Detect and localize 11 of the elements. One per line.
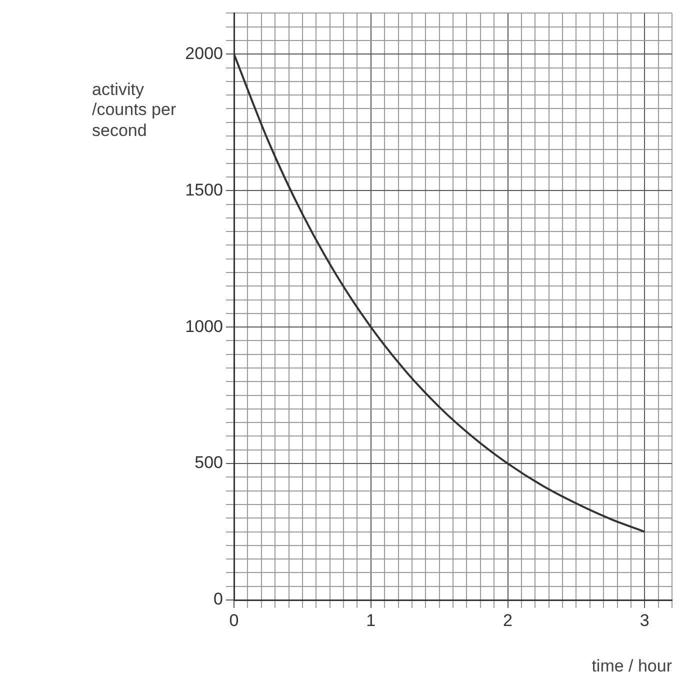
x-tick-label: 0	[229, 610, 239, 630]
x-tick-label: 1	[366, 610, 376, 630]
x-tick-label: 3	[640, 610, 650, 630]
y-tick-label: 2000	[185, 44, 223, 63]
y-tick-label: 500	[194, 453, 223, 472]
y-tick-label: 1500	[185, 180, 223, 200]
y-axis-title: activity /counts per second	[92, 80, 176, 142]
y-tick-label: 1000	[185, 316, 223, 336]
x-axis-title: time / hour	[592, 656, 672, 676]
y-tick-label: 0	[214, 590, 223, 609]
x-tick-label: 2	[503, 610, 512, 630]
